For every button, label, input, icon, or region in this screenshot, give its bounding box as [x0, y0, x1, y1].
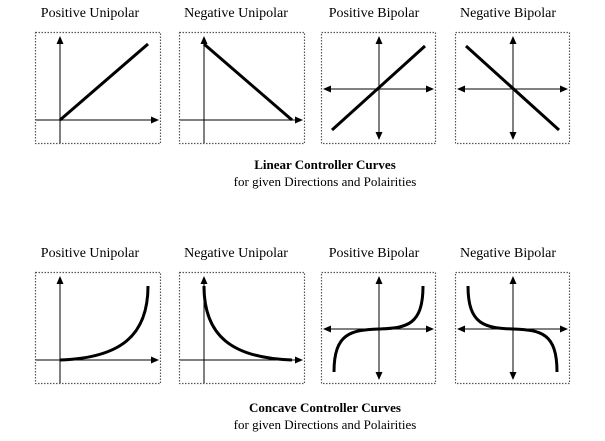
panel-frame	[454, 271, 571, 385]
label-linear-positive-unipolar: Positive Unipolar	[40, 6, 140, 21]
x-axis-left-arrow-icon	[323, 85, 331, 93]
panel-linear-negative-bipolar	[454, 31, 571, 145]
caption-concave: Concave Controller Curves for given Dire…	[0, 399, 605, 433]
panel-concave-negative-unipolar	[178, 271, 306, 385]
label-concave-positive-unipolar: Positive Unipolar	[40, 246, 140, 261]
x-axis-right-arrow-icon	[560, 85, 568, 93]
x-axis-arrow-icon	[151, 356, 159, 364]
x-axis-left-arrow-icon	[457, 85, 465, 93]
panel-frame	[34, 271, 162, 385]
panel-concave-positive-bipolar	[320, 271, 437, 385]
panel-concave-positive-unipolar	[34, 271, 162, 385]
linear-controller-curve	[464, 44, 561, 132]
panel-linear-positive-unipolar	[34, 31, 162, 145]
panel-frame	[454, 31, 571, 145]
y-axis-arrow-icon	[56, 276, 64, 284]
label-concave-positive-bipolar: Positive Bipolar	[328, 246, 420, 261]
y-axis-down-arrow-icon	[375, 132, 383, 140]
x-axis-arrow-icon	[295, 116, 303, 124]
x-axis-right-arrow-icon	[560, 325, 568, 333]
label-concave-negative-bipolar: Negative Bipolar	[459, 246, 557, 261]
caption-concave-title: Concave Controller Curves	[249, 400, 401, 415]
x-axis-left-arrow-icon	[457, 325, 465, 333]
concave-controller-curve	[466, 285, 559, 373]
x-axis-right-arrow-icon	[426, 85, 434, 93]
concave-controller-curve	[202, 285, 293, 362]
y-axis-up-arrow-icon	[509, 36, 517, 44]
linear-controller-curve	[330, 44, 427, 132]
panel-frame	[320, 31, 437, 145]
panel-frame	[34, 31, 162, 145]
label-concave-negative-unipolar: Negative Unipolar	[184, 246, 288, 261]
panel-frame	[320, 271, 437, 385]
caption-linear-subtitle: for given Directions and Polairities	[233, 174, 417, 189]
y-axis-arrow-icon	[200, 276, 208, 284]
y-axis-down-arrow-icon	[375, 372, 383, 380]
x-axis-right-arrow-icon	[426, 325, 434, 333]
x-axis-arrow-icon	[151, 116, 159, 124]
y-axis-down-arrow-icon	[509, 372, 517, 380]
label-linear-positive-bipolar: Positive Bipolar	[328, 6, 420, 21]
linear-controller-curve	[203, 42, 293, 122]
linear-controller-curve	[59, 42, 149, 122]
label-linear-negative-unipolar: Negative Unipolar	[184, 6, 288, 21]
x-axis-left-arrow-icon	[323, 325, 331, 333]
label-linear-negative-bipolar: Negative Bipolar	[459, 6, 557, 21]
y-axis-arrow-icon	[200, 36, 208, 44]
panel-linear-negative-unipolar	[178, 31, 306, 145]
y-axis-up-arrow-icon	[375, 36, 383, 44]
panel-concave-negative-bipolar	[454, 271, 571, 385]
y-axis-down-arrow-icon	[509, 132, 517, 140]
panel-frame	[178, 271, 306, 385]
y-axis-up-arrow-icon	[375, 276, 383, 284]
caption-linear: Linear Controller Curves for given Direc…	[0, 156, 605, 190]
panel-linear-positive-bipolar	[320, 31, 437, 145]
caption-concave-subtitle: for given Directions and Polairities	[233, 417, 417, 432]
concave-controller-curve	[59, 285, 150, 362]
x-axis-arrow-icon	[295, 356, 303, 364]
caption-linear-title: Linear Controller Curves	[254, 157, 396, 172]
y-axis-arrow-icon	[56, 36, 64, 44]
panel-frame	[178, 31, 306, 145]
y-axis-up-arrow-icon	[509, 276, 517, 284]
concave-controller-curve	[332, 285, 425, 373]
